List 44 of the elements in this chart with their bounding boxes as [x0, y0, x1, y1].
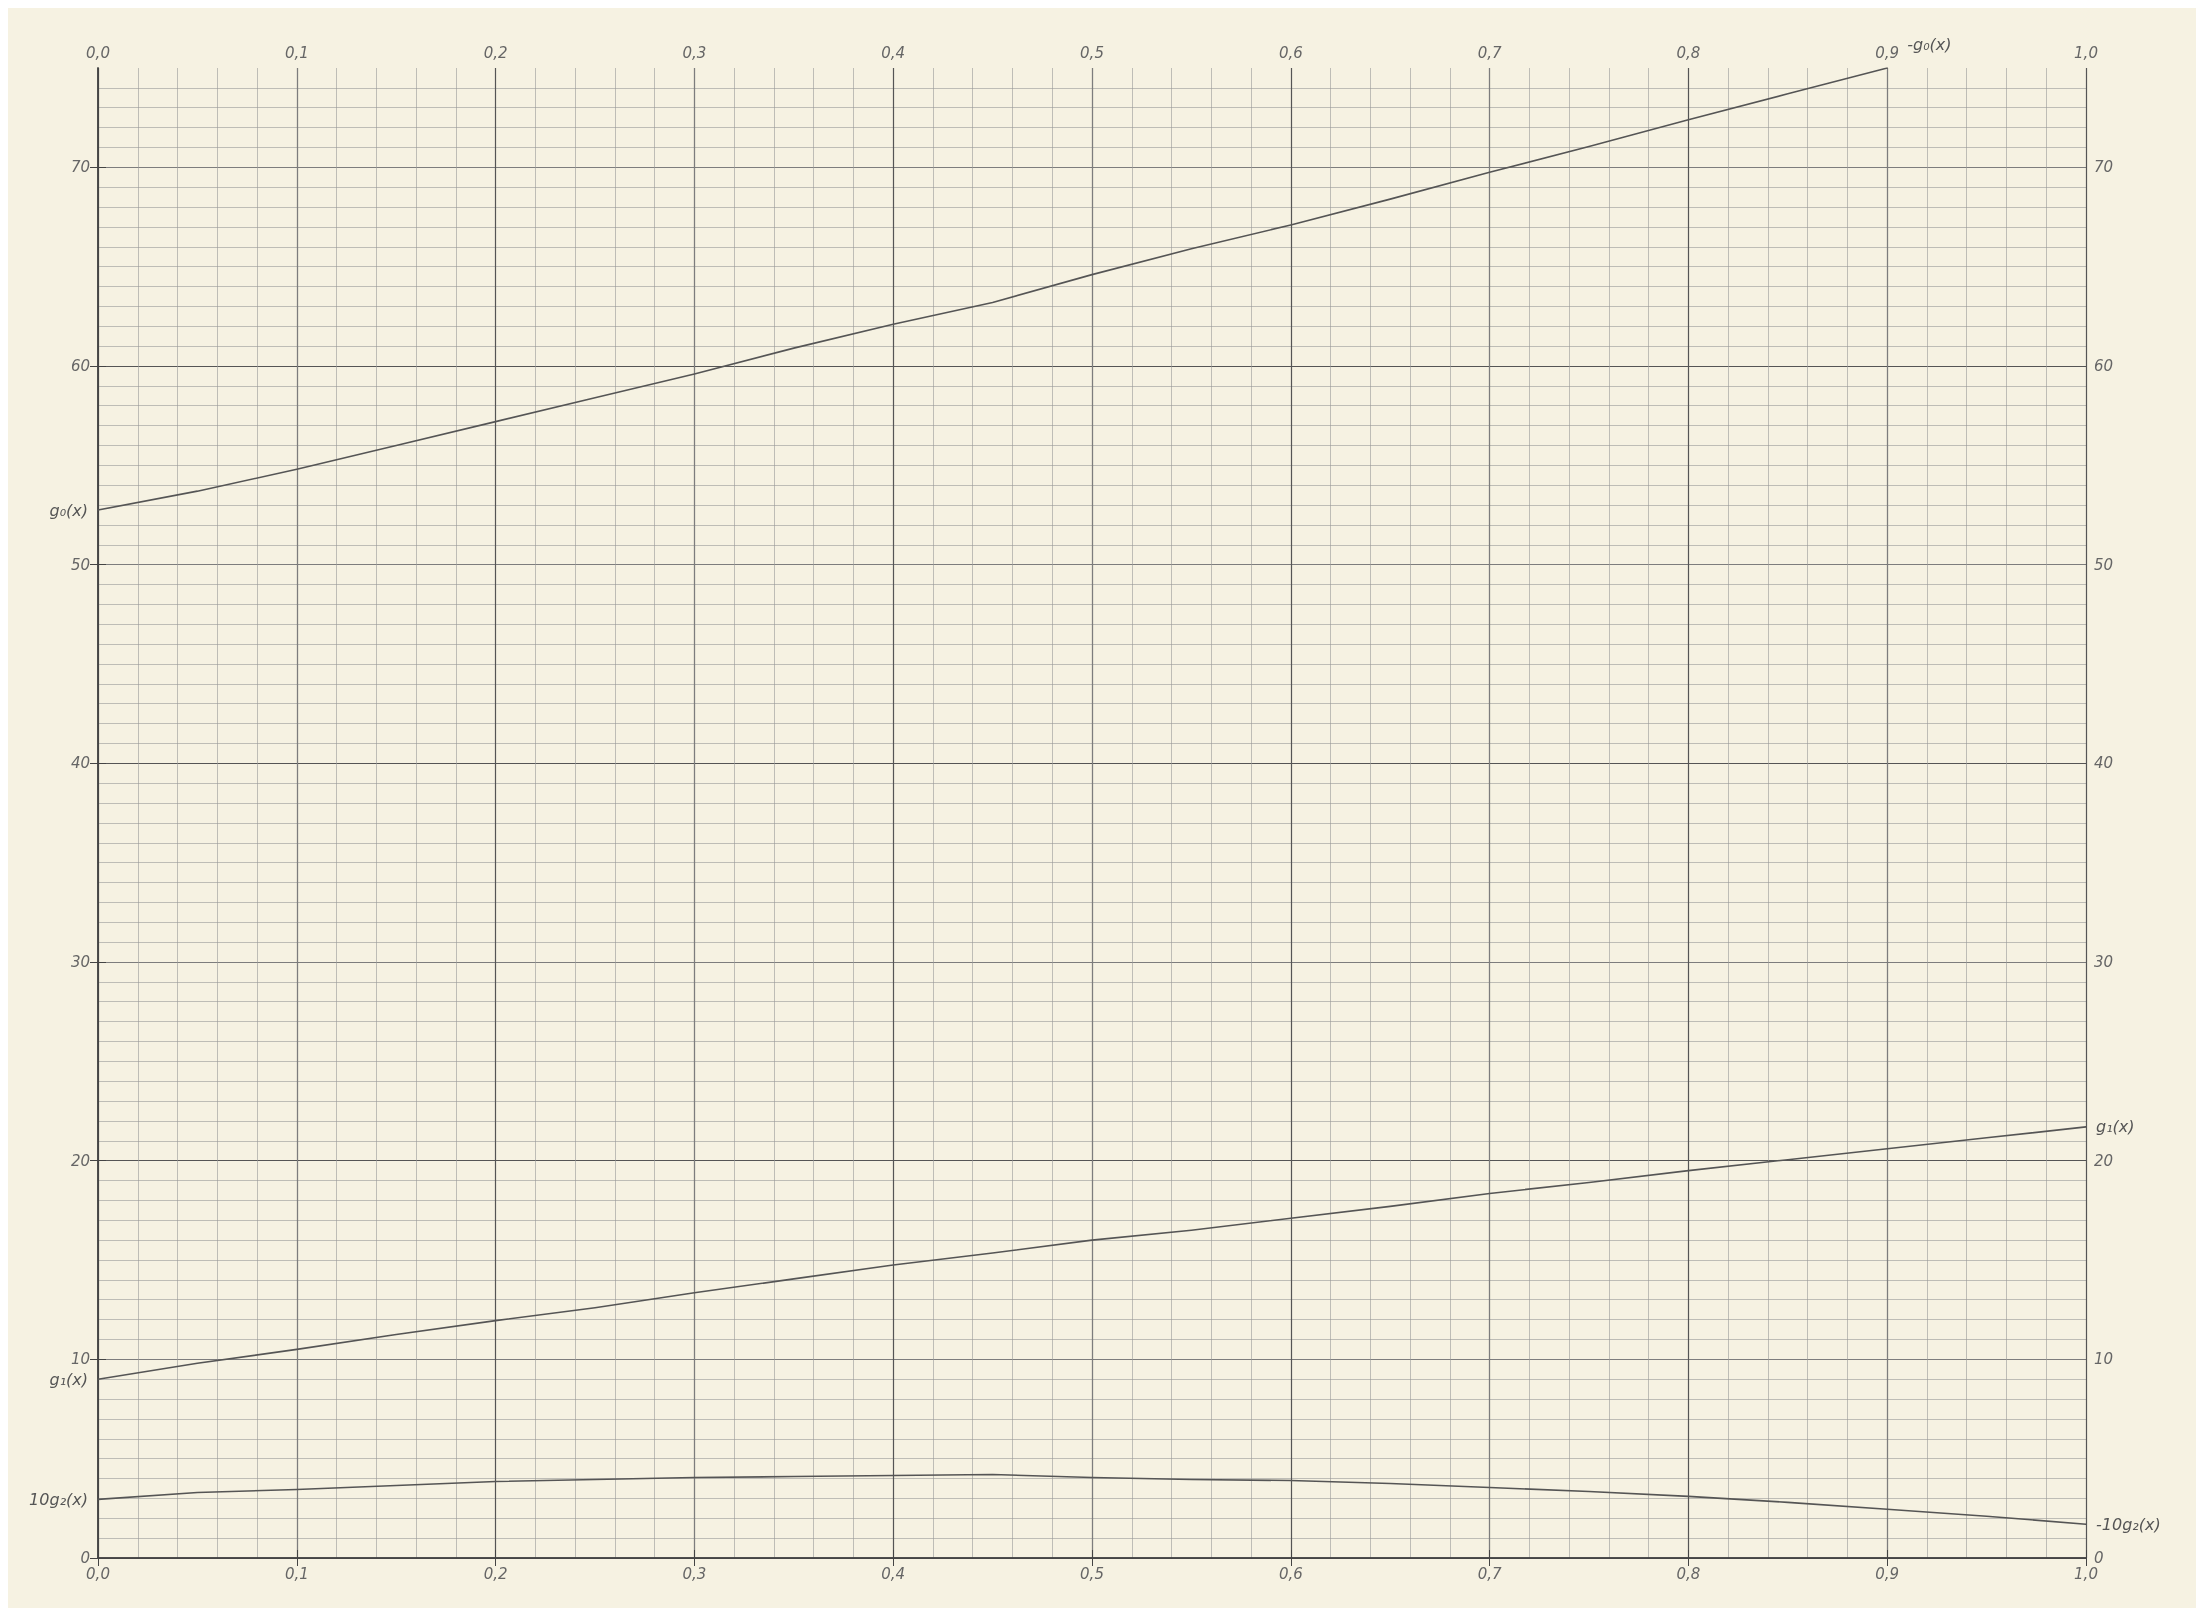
annotation: 10g₂(x) [29, 1489, 88, 1509]
y2-tick-label: 10 [2094, 1350, 2114, 1369]
x2-tick-label: 0,9 [1875, 43, 1900, 62]
x-tick-label: 0,0 [86, 1564, 110, 1583]
x2-tick-label: 0,7 [1477, 43, 1502, 62]
y-tick-label: 70 [70, 158, 90, 177]
x-tick-label: 0,6 [1278, 1564, 1303, 1583]
y-tick-label: 10 [70, 1350, 90, 1369]
y2-tick-label: 70 [2094, 158, 2114, 177]
y-tick-label: 40 [70, 754, 90, 773]
x2-tick-label: 0,1 [284, 43, 309, 62]
x2-tick-label: 0,3 [682, 43, 707, 62]
y2-tick-label: 0 [2094, 1549, 2104, 1567]
y2-tick-label: 60 [2094, 357, 2114, 375]
x-tick-label: 0,8 [1676, 1564, 1701, 1583]
annotation: -g₀(x) [1907, 34, 1952, 54]
y2-tick-label: 50 [2094, 555, 2114, 574]
x-tick-label: 0,5 [1080, 1564, 1104, 1583]
x2-tick-label: 0,0 [86, 43, 110, 62]
x2-tick-label: 0,6 [1278, 43, 1303, 62]
x-tick-label: 0,4 [881, 1564, 906, 1583]
y-tick-label: 30 [70, 953, 90, 971]
x-tick-label: 0,3 [682, 1564, 707, 1583]
x2-tick-label: 0,2 [483, 43, 508, 62]
x-tick-label: 1,0 [2074, 1564, 2098, 1583]
x-tick-label: 0,9 [1875, 1564, 1900, 1583]
annotation: -10g₂(x) [2096, 1514, 2161, 1534]
x2-tick-label: 0,4 [881, 43, 906, 62]
annotation: g₀(x) [49, 500, 88, 520]
y-tick-label: 60 [70, 357, 90, 375]
annotation: g₁(x) [49, 1369, 88, 1389]
x-tick-label: 0,7 [1477, 1564, 1502, 1583]
annotation: g₁(x) [2096, 1117, 2135, 1137]
x2-tick-label: 0,5 [1080, 43, 1104, 62]
x-tick-label: 0,1 [284, 1564, 309, 1583]
x-tick-label: 0,2 [483, 1564, 508, 1583]
y2-tick-label: 40 [2094, 754, 2114, 773]
y-tick-label: 0 [80, 1549, 90, 1567]
y2-tick-label: 30 [2094, 953, 2114, 971]
y-tick-label: 20 [70, 1151, 90, 1170]
y-tick-label: 50 [70, 555, 90, 574]
x2-tick-label: 1,0 [2074, 43, 2098, 62]
x2-tick-label: 0,8 [1676, 43, 1701, 62]
y2-tick-label: 20 [2094, 1151, 2114, 1170]
